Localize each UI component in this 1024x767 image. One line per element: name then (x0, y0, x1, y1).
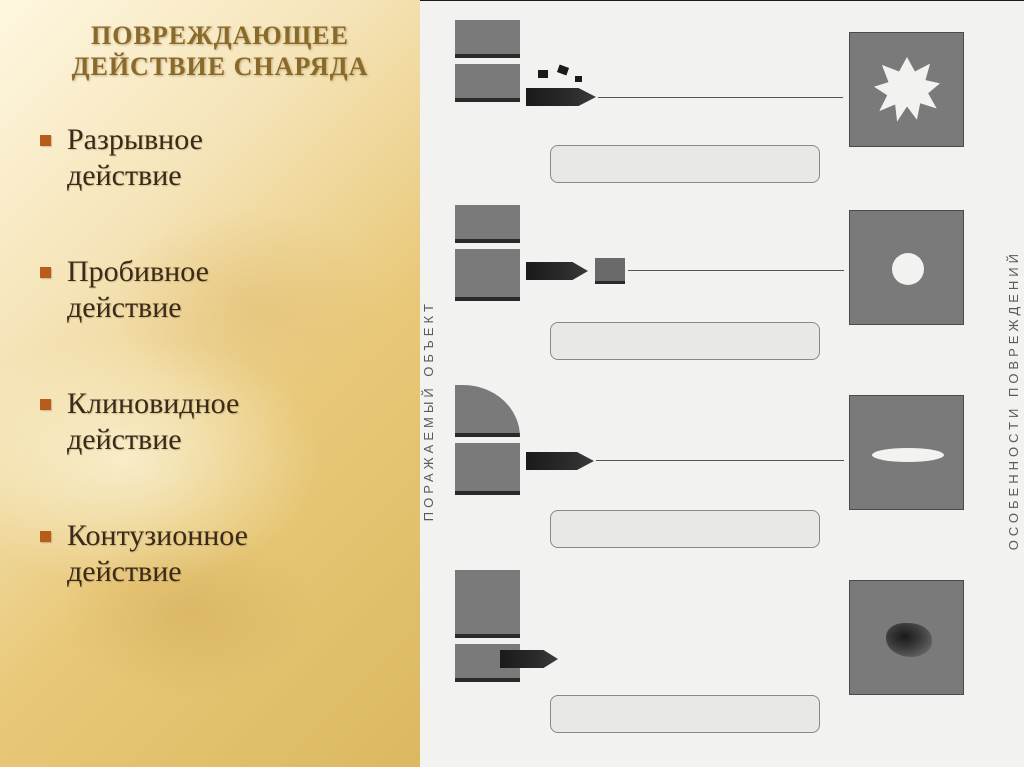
target-block-4 (455, 570, 520, 688)
flight-line (596, 460, 844, 461)
bullet-item-1: Разрывное действие (40, 122, 400, 194)
result-square-contusion (849, 580, 964, 695)
bullet-marker-icon (40, 399, 51, 410)
bullet-item-4: Контузионное действие (40, 518, 400, 590)
flight-line (598, 97, 843, 98)
projectile-icon (500, 650, 558, 668)
bullet-item-3: Клиновидное действие (40, 386, 400, 458)
right-panel: ПОРАЖАЕМЫЙ ОБЪЕКТ ОСОБЕННОСТИ ПОВРЕЖДЕНИ… (420, 0, 1024, 767)
bullet-text: Клиновидное действие (67, 386, 239, 458)
block-piece (455, 443, 520, 495)
target-block-3 (455, 385, 520, 501)
bullet-marker-icon (40, 135, 51, 146)
projectile-icon (526, 452, 594, 470)
flight-line (628, 270, 844, 271)
block-piece (455, 570, 520, 638)
block-piece (455, 20, 520, 58)
explosive-hole-icon (874, 57, 940, 123)
label-box-2 (550, 322, 820, 360)
label-box-1 (550, 145, 820, 183)
bullet-item-2: Пробивное действие (40, 254, 400, 326)
projectile-icon (526, 262, 588, 280)
slit-hole-icon (872, 448, 944, 462)
small-block-icon (595, 258, 625, 284)
label-box-3 (550, 510, 820, 548)
block-piece (455, 249, 520, 301)
side-label-right: ОСОБЕННОСТИ ПОВРЕЖДЕНИЙ (1006, 250, 1021, 550)
target-block-1 (455, 20, 520, 108)
debris-icon (538, 70, 548, 78)
bullet-marker-icon (40, 267, 51, 278)
result-square-explosive (849, 32, 964, 147)
result-square-piercing (849, 210, 964, 325)
block-piece-curved (455, 385, 520, 437)
bullet-text: Разрывное действие (67, 122, 203, 194)
bullet-text: Пробивное действие (67, 254, 209, 326)
dent-icon (886, 623, 932, 657)
slide-title: ПОВРЕЖДАЮЩЕЕ ДЕЙСТВИЕ СНАРЯДА (40, 20, 400, 82)
side-label-left: ПОРАЖАЕМЫЙ ОБЪЕКТ (421, 300, 436, 521)
title-line-1: ПОВРЕЖДАЮЩЕЕ (40, 20, 400, 51)
diagram: ПОРАЖАЕМЫЙ ОБЪЕКТ ОСОБЕННОСТИ ПОВРЕЖДЕНИ… (420, 0, 1024, 767)
bullet-marker-icon (40, 531, 51, 542)
bullet-list: Разрывное действие Пробивное действие Кл… (40, 122, 400, 590)
projectile-icon (526, 88, 596, 106)
round-hole-icon (892, 253, 924, 285)
bullet-text: Контузионное действие (67, 518, 248, 590)
label-box-4 (550, 695, 820, 733)
block-piece (455, 205, 520, 243)
debris-icon (557, 65, 569, 76)
title-line-2: ДЕЙСТВИЕ СНАРЯДА (40, 51, 400, 82)
block-piece (455, 64, 520, 102)
left-panel: ПОВРЕЖДАЮЩЕЕ ДЕЙСТВИЕ СНАРЯДА Разрывное … (0, 0, 420, 767)
target-block-2 (455, 205, 520, 307)
result-square-wedge (849, 395, 964, 510)
debris-icon (575, 76, 582, 82)
